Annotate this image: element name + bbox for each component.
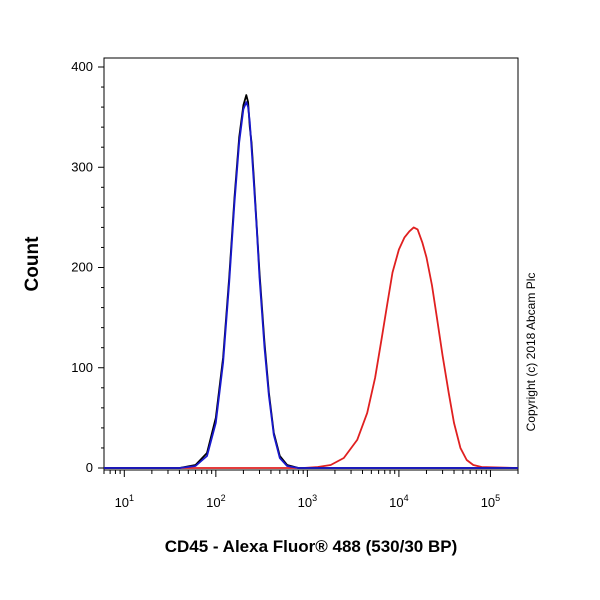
series-layer bbox=[104, 94, 519, 469]
x-tick-label: 101 bbox=[115, 493, 134, 510]
y-tick-label: 300 bbox=[71, 159, 93, 174]
plot-frame bbox=[103, 57, 519, 471]
x-tick-label: 102 bbox=[206, 493, 225, 510]
histogram-series-line-3 bbox=[104, 101, 518, 469]
x-tick-label: 104 bbox=[389, 493, 408, 510]
x-tick-label: 105 bbox=[481, 493, 500, 510]
x-axis-title: CD45 - Alexa Fluor® 488 (530/30 BP) bbox=[165, 537, 458, 556]
y-tick-label: 0 bbox=[86, 460, 93, 475]
y-tick-label: 400 bbox=[71, 59, 93, 74]
x-tick-label: 103 bbox=[298, 493, 317, 510]
histogram-series-line-2 bbox=[104, 94, 518, 469]
histogram-series-line-1 bbox=[104, 226, 519, 469]
y-tick-label: 200 bbox=[71, 260, 93, 275]
x-axis: 101 102 103 104 105 bbox=[103, 470, 519, 510]
y-tick-label: 100 bbox=[71, 360, 93, 375]
y-axis: 0 100 200 300 400 bbox=[71, 59, 104, 475]
y-axis-title: Count bbox=[22, 236, 43, 292]
copyright-text: Copyright (c) 2018 Abcam Plc bbox=[524, 273, 538, 432]
